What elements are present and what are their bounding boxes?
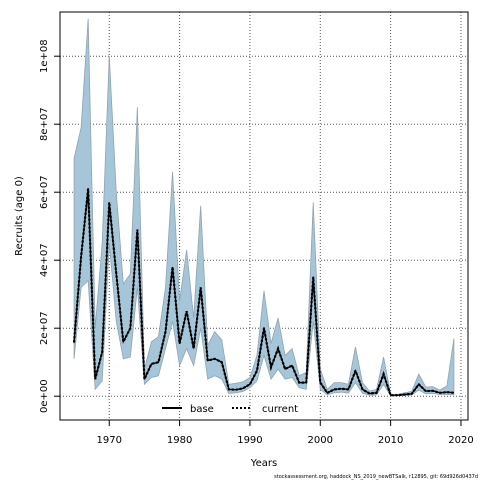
- x-tick-label: 1990: [237, 435, 262, 446]
- y-tick-label: 1e+08: [39, 39, 50, 73]
- y-tick-label: 0e+00: [39, 379, 50, 413]
- x-axis: 1970 1980 1990 2000 2010 2020: [97, 420, 474, 446]
- y-tick-label: 4e+07: [39, 243, 50, 277]
- y-axis: 0e+00 2e+07 4e+07 6e+07 8e+07 1e+08: [39, 39, 60, 413]
- series-line-current: [72, 188, 456, 397]
- series-lines: [72, 188, 456, 397]
- x-axis-label: Years: [250, 458, 277, 469]
- x-tick-label: 1980: [167, 435, 192, 446]
- y-axis-label: Recruits (age 0): [14, 176, 25, 256]
- x-tick-label: 2010: [378, 435, 403, 446]
- y-tick-label: 2e+07: [39, 311, 50, 345]
- legend: base current: [162, 404, 298, 415]
- plot-frame: [59, 11, 469, 421]
- legend-label-current: current: [262, 404, 298, 415]
- y-tick-label: 6e+07: [39, 175, 50, 209]
- footnote: stockassessment.org, haddock_NS_2019_new…: [274, 474, 478, 480]
- y-tick-label: 8e+07: [39, 107, 50, 141]
- legend-label-base: base: [190, 404, 214, 415]
- x-tick-label: 1970: [97, 435, 122, 446]
- x-tick-label: 2000: [308, 435, 333, 446]
- x-tick-label: 2020: [448, 435, 473, 446]
